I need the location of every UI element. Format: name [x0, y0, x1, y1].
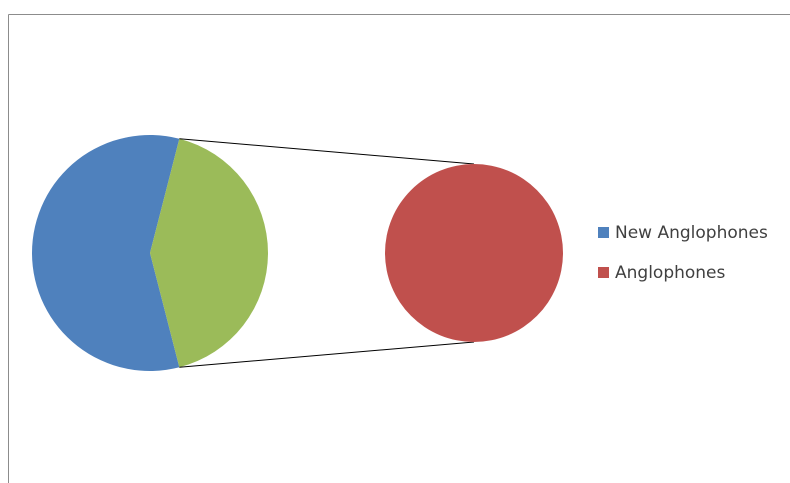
legend-swatch-anglophones [598, 267, 609, 278]
legend-label-anglophones: Anglophones [615, 263, 726, 283]
connector-line-bottom [179, 341, 475, 368]
connector-line-top [179, 138, 475, 165]
primary-slice-rest [31, 135, 180, 371]
secondary-slice-anglophones [385, 164, 563, 342]
primary-pie [31, 135, 268, 371]
connector-lines [179, 138, 475, 368]
secondary-pie [385, 164, 563, 342]
legend-swatch-new-anglophones [598, 227, 609, 238]
primary-slice-new-anglophones [150, 138, 268, 368]
legend: New Anglophones Anglophones [598, 223, 768, 283]
legend-label-new-anglophones: New Anglophones [615, 223, 768, 243]
